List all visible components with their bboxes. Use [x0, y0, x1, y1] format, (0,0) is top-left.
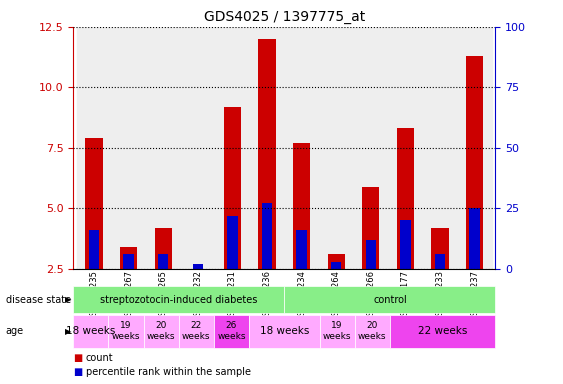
Bar — [89, 230, 99, 269]
Text: ▶: ▶ — [65, 295, 72, 304]
Bar — [250, 27, 284, 269]
Bar — [388, 27, 423, 269]
Bar — [362, 187, 379, 269]
Text: 26
weeks: 26 weeks — [217, 321, 246, 341]
Text: ▶: ▶ — [65, 327, 72, 336]
Text: 20
weeks: 20 weeks — [147, 321, 176, 341]
Text: 18 weeks: 18 weeks — [260, 326, 309, 336]
Bar — [284, 27, 319, 269]
Text: control: control — [373, 295, 406, 305]
Text: 18 weeks: 18 weeks — [66, 326, 115, 336]
Bar — [120, 247, 137, 269]
Text: ■: ■ — [73, 353, 82, 363]
Bar — [123, 254, 134, 269]
Text: 19
weeks: 19 weeks — [323, 321, 351, 341]
Bar — [181, 27, 215, 269]
Bar — [319, 27, 354, 269]
Text: ■: ■ — [73, 367, 82, 377]
Bar — [435, 254, 445, 269]
Bar — [400, 220, 410, 269]
Bar — [431, 228, 449, 269]
Bar — [328, 254, 345, 269]
Text: streptozotocin-induced diabetes: streptozotocin-induced diabetes — [100, 295, 257, 305]
Bar — [258, 39, 276, 269]
Bar — [146, 27, 181, 269]
Bar — [158, 254, 168, 269]
Bar — [423, 27, 457, 269]
Text: percentile rank within the sample: percentile rank within the sample — [86, 367, 251, 377]
Bar — [111, 27, 146, 269]
Text: age: age — [6, 326, 24, 336]
Text: 19
weeks: 19 weeks — [111, 321, 140, 341]
Bar — [262, 204, 272, 269]
Text: count: count — [86, 353, 113, 363]
Bar — [457, 27, 492, 269]
Bar — [466, 56, 483, 269]
Bar — [86, 138, 102, 269]
Text: disease state: disease state — [6, 295, 71, 305]
Bar — [215, 27, 250, 269]
Bar — [154, 228, 172, 269]
Bar — [224, 107, 241, 269]
Text: 20
weeks: 20 weeks — [358, 321, 387, 341]
Bar — [470, 208, 480, 269]
Title: GDS4025 / 1397775_at: GDS4025 / 1397775_at — [204, 10, 365, 25]
Bar — [397, 129, 414, 269]
Bar — [77, 27, 111, 269]
Bar — [193, 264, 203, 269]
Bar — [297, 230, 307, 269]
Bar — [227, 215, 238, 269]
Bar — [293, 143, 310, 269]
Bar — [331, 262, 341, 269]
Text: 22 weeks: 22 weeks — [418, 326, 467, 336]
Bar — [354, 27, 388, 269]
Bar — [365, 240, 376, 269]
Text: 22
weeks: 22 weeks — [182, 321, 211, 341]
